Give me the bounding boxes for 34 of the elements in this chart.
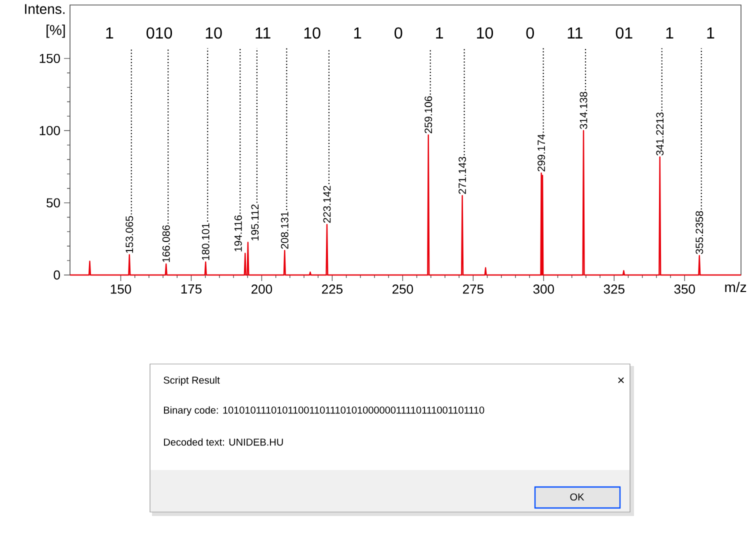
x-tick-label: 175 [181,284,202,294]
annotation: 259.106 [424,96,432,134]
annotation: 166.086 [162,225,170,262]
x-tick-label: 225 [322,284,343,294]
x-axis-title: m/z [725,282,746,292]
x-tick-label: 300 [533,284,554,294]
annotation: 314.138 [580,92,588,130]
text: Binary code: 1010101110101100110111010100000011110111001101110 [164,406,484,416]
annotation: 299.174 [538,134,546,172]
annotation: 355.2358 [696,211,704,254]
y-axis-title: Intens. [%] [25,4,65,38]
annotation: 195.112 [251,204,259,240]
annotation: 1 010 10 11 10 1 0 1 10 0 11 01 1 1 [106,27,714,39]
text: × [618,377,624,384]
x-tick-label: 325 [604,284,624,294]
x-tick-label: 150 [110,284,132,294]
y-tick-label: 0 [54,270,60,280]
text: OK [570,493,584,501]
x-tick-label: 350 [674,284,695,294]
annotation: 271.143 [458,156,466,194]
annotation: 153.065 [126,216,134,253]
y-tick-label: 50 [46,198,60,208]
y-tick-label: 150 [40,54,60,64]
annotation: 223.142 [323,186,331,223]
annotation: 341.2213 [656,112,664,156]
annotation: 194.116 [234,215,242,252]
x-tick-label: 275 [462,284,484,294]
x-tick-label: 250 [392,284,414,294]
y-tick-label: 100 [40,126,60,136]
text: Script Result [164,376,220,386]
text: Decoded text: UNIDEB.HU [164,438,283,446]
annotation: 208.131 [280,212,288,249]
x-tick-label: 200 [252,284,272,294]
annotation: 180.101 [202,223,210,260]
